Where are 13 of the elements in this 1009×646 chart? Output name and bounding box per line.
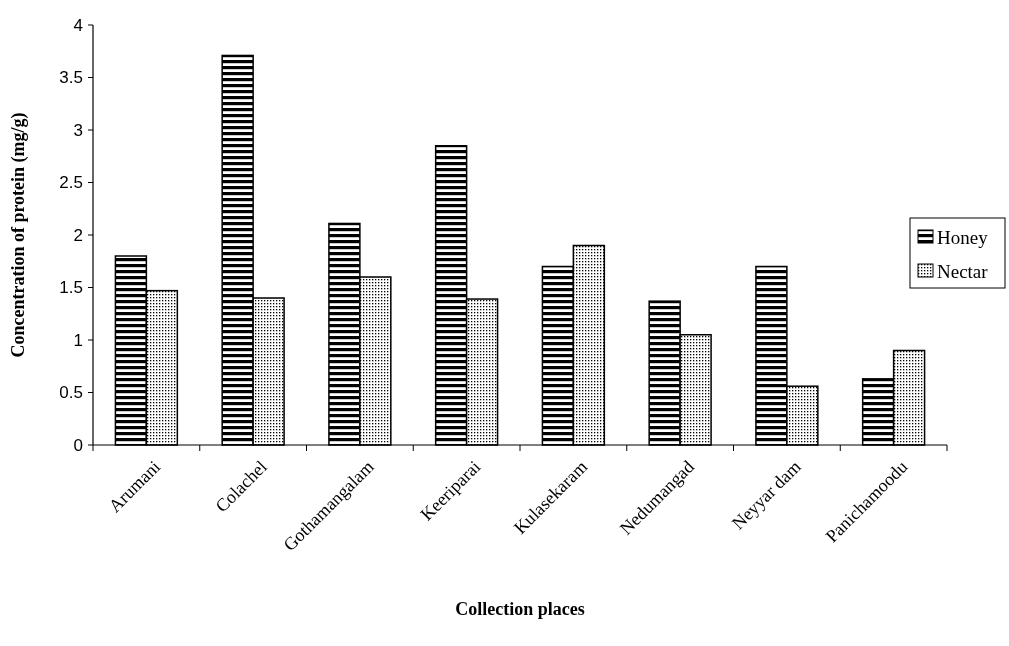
y-tick-label: 0.5 [59, 383, 83, 403]
legend-label: Honey [937, 226, 989, 248]
y-tick-label: 3.5 [59, 68, 83, 88]
y-tick-label: 2 [73, 225, 83, 245]
y-tick-label: 1.5 [59, 278, 83, 298]
y-tick-label: 0 [73, 435, 83, 455]
y-tick-label: 1 [73, 330, 83, 350]
y-tick-label: 4 [73, 15, 83, 35]
legend-label: Nectar [937, 260, 989, 282]
x-axis-title: Collection places [455, 599, 585, 619]
y-axis-title: Concentration of protein (mg/g) [8, 112, 29, 358]
y-tick-label: 3 [73, 120, 83, 140]
y-tick-label: 2.5 [59, 173, 83, 193]
